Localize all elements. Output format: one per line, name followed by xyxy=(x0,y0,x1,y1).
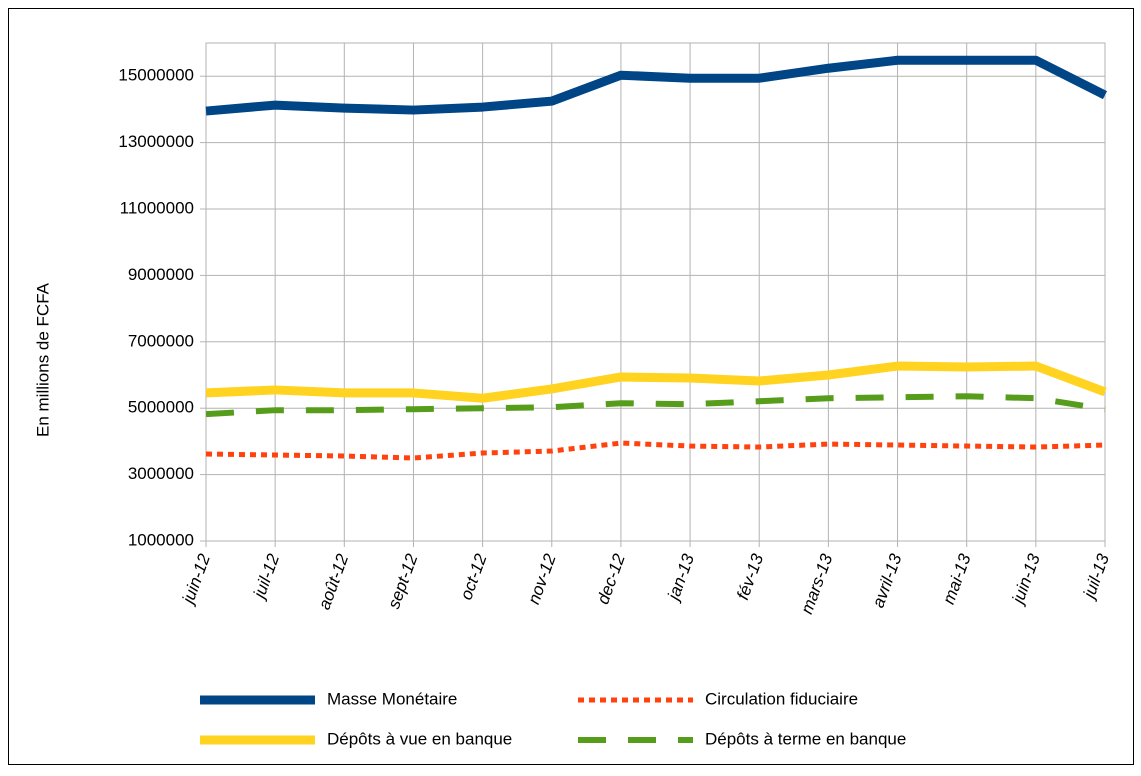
y-tick-label: 3000000 xyxy=(128,464,194,483)
y-tick-label: 7000000 xyxy=(128,331,194,350)
legend-label: Circulation fiduciaire xyxy=(705,689,858,708)
y-tick-label: 15000000 xyxy=(118,66,194,85)
y-tick-label: 11000000 xyxy=(120,198,194,217)
y-tick-label: 1000000 xyxy=(128,530,194,549)
legend-label: Dépôts à vue en banque xyxy=(327,729,512,748)
legend-label: Masse Monétaire xyxy=(327,689,457,708)
y-axis-label: En millions de FCFA xyxy=(33,282,52,437)
y-tick-label: 13000000 xyxy=(118,132,194,151)
data-line xyxy=(205,440,1106,461)
data-line xyxy=(205,55,1108,116)
y-tick-label: 9000000 xyxy=(128,265,194,284)
y-tick-label: 5000000 xyxy=(128,398,194,417)
legend-label: Dépôts à terme en banque xyxy=(705,729,906,748)
plot-border xyxy=(205,42,1106,542)
data-line xyxy=(205,361,1107,403)
